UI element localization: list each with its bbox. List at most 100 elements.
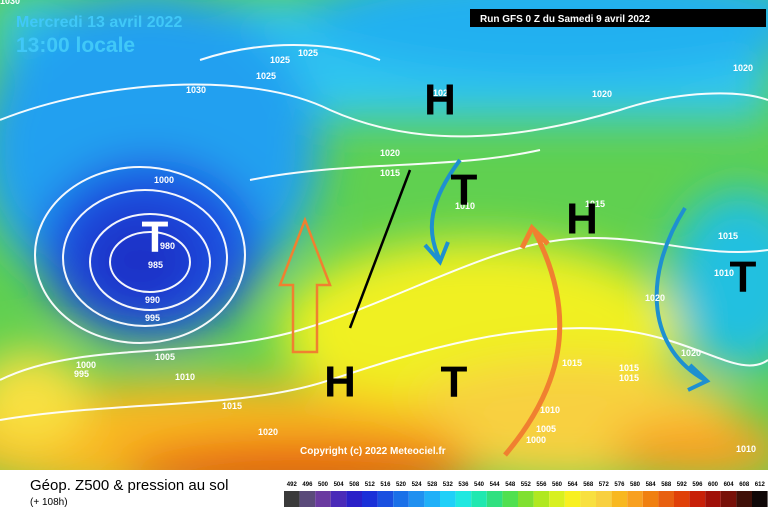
isobar-label: 1010 [175,372,195,382]
isobar-label: 1005 [155,352,175,362]
isobar-label: 1015 [585,199,605,209]
copyright: Copyright (c) 2022 Meteociel.fr [300,446,446,457]
isobar-label: 1000 [526,435,546,445]
legend-swatch [393,491,409,507]
cold-flow-arrow [429,158,462,261]
arrow-head [423,241,450,266]
legend-label: 552 [521,482,532,488]
warm-advection-arrow [278,216,332,354]
legend-swatch [408,491,425,507]
isobar-label: 1015 [619,363,639,373]
isobar-label: 1020 [645,293,665,303]
pressure-system: T [441,358,468,407]
legend-swatch [642,491,659,507]
legend-label: 612 [755,482,766,488]
legend-swatch [611,491,628,507]
legend-swatch [471,491,487,507]
legend-label: 580 [630,482,641,488]
legend-label: 532 [443,482,454,488]
isobar-label: 1010 [455,201,475,211]
isobar-label: 1025 [298,48,318,58]
legend-swatch [658,491,674,507]
isobar-label: 1010 [540,405,560,415]
isobar-label: 1020 [592,89,612,99]
legend-swatch [284,491,300,507]
legend-label: 536 [458,482,469,488]
isobar-label: 1005 [536,424,556,434]
isobar-label: 1030 [186,85,206,95]
legend-label: 568 [583,482,594,488]
legend-swatch [346,491,362,507]
legend-swatch [502,491,518,507]
legend-label: 608 [739,482,750,488]
isobar-label: 990 [145,295,160,305]
isobar-label: 995 [74,369,89,379]
trough-line [348,169,412,329]
isobar-lines [0,44,768,421]
isobar-label: 995 [145,313,160,323]
color-legend: 492 496 500 504 508 512 516 520 524 528 532 536 540 5… [284,482,768,507]
footer-title: Géop. Z500 & pression au sol [30,477,228,494]
legend-swatch [440,491,456,507]
pressure-system: H [566,195,598,244]
arrow-head [519,223,550,250]
legend-swatch [627,491,643,507]
legend-swatch [752,491,768,507]
legend-label: 548 [505,482,516,488]
run-info: Run GFS 0 Z du Samedi 9 avril 2022 [480,14,650,25]
pressure-system: T [142,213,169,262]
legend-label: 588 [661,482,672,488]
legend-label: 524 [412,482,423,488]
isobar-label: 1010 [736,444,756,454]
legend-label: 516 [380,482,391,488]
legend-label: 592 [677,482,688,488]
legend-label: 560 [552,482,563,488]
legend-label: 500 [318,482,329,488]
isobar-label: 1030 [0,0,20,6]
legend-swatch [720,491,737,507]
legend-label: 584 [646,482,657,488]
legend-label: 572 [599,482,610,488]
pressure-system: H [324,358,356,407]
arrow-head [687,363,711,392]
isobar-label: 1020 [258,427,278,437]
legend-label: 576 [614,482,625,488]
run-box [470,9,766,27]
legend-swatch [533,491,550,507]
isobar-label: 985 [148,260,163,270]
isobar-label: 1010 [714,268,734,278]
isobar-label: 1015 [380,168,400,178]
legend-label: 496 [302,482,313,488]
isobar-label: 1020 [681,348,701,358]
legend-label: 504 [334,482,345,488]
legend-swatch [674,491,690,507]
legend-swatch [377,491,394,507]
legend-swatch [564,491,581,507]
isobar-label: 1015 [718,231,738,241]
legend-swatch [736,491,752,507]
isobar-label: 1025 [270,55,290,65]
legend-swatch [455,491,472,507]
legend-label: 604 [724,482,735,488]
legend-swatch [705,491,721,507]
pressure-system: H [424,76,456,125]
legend-label: 540 [474,482,485,488]
legend-label: 528 [427,482,438,488]
isobar-label: 1020 [380,148,400,158]
legend-swatch [596,491,612,507]
isobar-label: 1015 [222,401,242,411]
isobar-label: 1015 [562,358,582,368]
legend-swatch [315,491,331,507]
cold-flow-arrow [654,206,706,382]
forecast-time: 13:00 locale [16,34,135,57]
legend-swatch [362,491,378,507]
isobar-label: 1020 [733,63,753,73]
isobar-label: 1015 [619,373,639,383]
footer-lead: (+ 108h) [30,497,68,508]
legend-swatch [486,491,503,507]
legend-swatch [580,491,596,507]
legend-swatch [299,491,316,507]
legend-label: 508 [349,482,360,488]
